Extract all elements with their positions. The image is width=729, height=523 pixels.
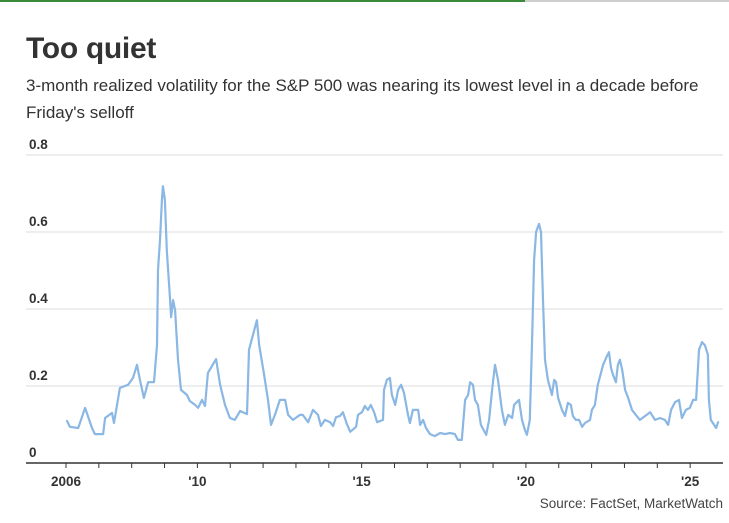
x-axis: 2006 '10 '15 '20 '25: [26, 462, 723, 489]
x-tick-label: '25: [681, 474, 700, 489]
y-axis-ticks: 0 0.2 0.4 0.6 0.8: [29, 137, 48, 460]
chart-title: Too quiet: [26, 32, 157, 65]
x-tick-label: '10: [188, 474, 206, 489]
x-tick-label: '15: [353, 474, 372, 489]
progress-bar-track: [0, 0, 729, 2]
series-group: [65, 185, 720, 441]
x-tick-label: '20: [517, 474, 535, 489]
chart-subtitle: 3-month realized volatility for the S&P …: [26, 76, 699, 122]
y-tick-label: 0.4: [29, 291, 48, 306]
progress-bar-fill: [0, 0, 525, 2]
series-line: [65, 185, 720, 441]
y-tick-label: 0.2: [29, 368, 48, 383]
y-tick-label: 0: [29, 445, 37, 460]
y-tick-label: 0.6: [29, 214, 48, 229]
source-note: Source: FactSet, MarketWatch: [539, 496, 723, 511]
y-tick-label: 0.8: [29, 137, 48, 152]
x-tick-label: 2006: [51, 474, 82, 489]
gridlines: [26, 154, 723, 387]
